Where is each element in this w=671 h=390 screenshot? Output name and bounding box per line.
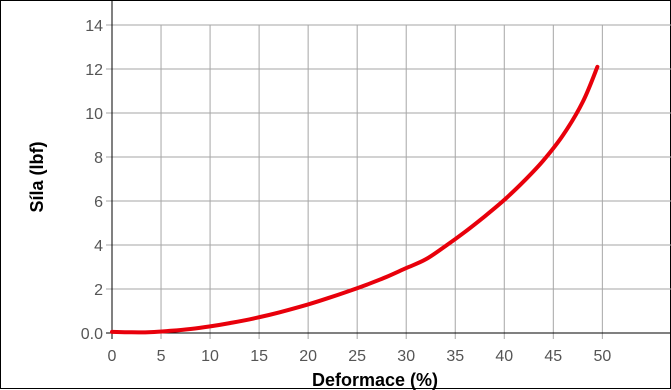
y-tick-label: 2 bbox=[94, 282, 103, 299]
x-tick-label: 5 bbox=[157, 348, 166, 365]
x-tick-label: 30 bbox=[397, 348, 415, 365]
x-tick-label: 45 bbox=[544, 348, 562, 365]
y-tick-label: 14 bbox=[85, 18, 103, 35]
x-tick-label: 0 bbox=[108, 348, 117, 365]
x-tick-label: 35 bbox=[446, 348, 464, 365]
axes bbox=[106, 1, 671, 339]
y-tick-label: 6 bbox=[94, 194, 103, 211]
y-axis-title: Síla (lbf) bbox=[27, 141, 47, 212]
y-tick-label: 12 bbox=[85, 62, 103, 79]
y-tick-label: 8 bbox=[94, 150, 103, 167]
grid-lines bbox=[106, 24, 671, 339]
x-tick-label: 40 bbox=[495, 348, 513, 365]
y-tick-labels: 0.0 2 4 6 8 10 12 14 bbox=[81, 18, 103, 343]
x-tick-label: 20 bbox=[299, 348, 317, 365]
x-tick-label: 25 bbox=[348, 348, 366, 365]
x-tick-label: 10 bbox=[201, 348, 219, 365]
series-line bbox=[110, 64, 600, 335]
x-tick-labels: 0 5 10 15 20 25 30 35 40 45 50 bbox=[108, 348, 612, 365]
y-tick-label: 0.0 bbox=[81, 326, 103, 343]
y-tick-label: 4 bbox=[94, 238, 103, 255]
x-tick-label: 15 bbox=[250, 348, 268, 365]
x-axis-title: Deformace (%) bbox=[312, 370, 438, 390]
series-lines bbox=[110, 64, 600, 335]
x-tick-label: 50 bbox=[593, 348, 611, 365]
y-tick-label: 10 bbox=[85, 106, 103, 123]
